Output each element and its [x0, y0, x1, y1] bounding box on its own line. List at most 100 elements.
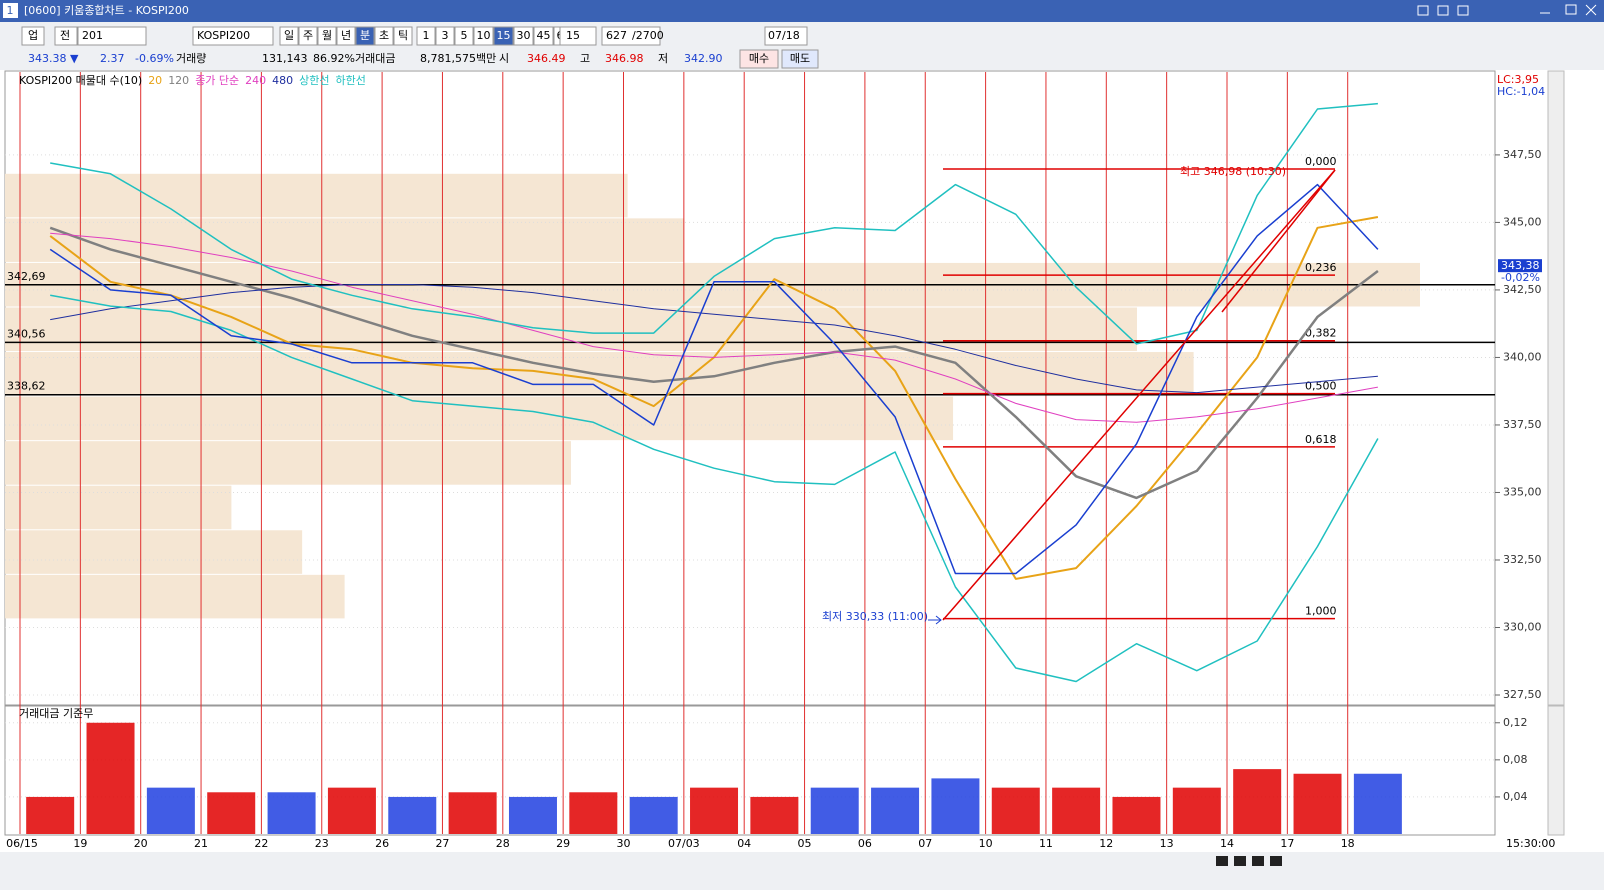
- volume-bar: [26, 796, 75, 834]
- nav-button[interactable]: [1216, 856, 1228, 866]
- volume-bar: [1112, 796, 1161, 834]
- date-box[interactable]: [764, 26, 808, 46]
- interval-label: 45: [537, 29, 551, 42]
- name-box: [192, 26, 274, 46]
- period-button[interactable]: [279, 26, 299, 46]
- scope: 전: [60, 29, 70, 42]
- info-label: 거래량: [176, 52, 206, 65]
- buy-label: 매수: [749, 52, 769, 65]
- volume-bar: [267, 792, 316, 834]
- interval-button[interactable]: [435, 26, 455, 46]
- nav-button[interactable]: [1270, 856, 1282, 866]
- period-button[interactable]: [317, 26, 337, 46]
- interval-button[interactable]: [513, 26, 534, 46]
- buy-button[interactable]: [739, 49, 779, 69]
- volume-profile-bar: [5, 574, 345, 619]
- level-label: 342,69: [7, 270, 46, 283]
- interval-label: 15: [497, 29, 511, 42]
- volume-bar: [569, 792, 618, 834]
- interval-button[interactable]: [493, 26, 514, 46]
- code-input[interactable]: [77, 26, 147, 46]
- hc-label: HC:-1,04: [1497, 85, 1545, 98]
- info-open: 346.49: [527, 52, 566, 65]
- volume-bar: [146, 787, 195, 834]
- trend-line: [1221, 169, 1336, 313]
- lc-label: LC:3,95: [1497, 73, 1539, 86]
- ma-line: [50, 232, 1378, 423]
- period-button[interactable]: [355, 26, 375, 46]
- title-bar: [0, 0, 1604, 22]
- close[interactable]: [1585, 4, 1597, 16]
- fib-label: 0,618: [1305, 433, 1337, 446]
- bottom-bar: [0, 852, 1604, 890]
- trend-lines: [942, 169, 1336, 621]
- period-button[interactable]: [374, 26, 394, 46]
- period-button[interactable]: [393, 26, 413, 46]
- volume-title: 거래대금 기준무: [19, 707, 93, 720]
- x-tick-label: 22: [254, 837, 268, 850]
- volume-bar: [991, 787, 1040, 834]
- scrollbar[interactable]: [1547, 705, 1565, 836]
- x-tick-label: 20: [134, 837, 148, 850]
- market-select[interactable]: [21, 26, 45, 46]
- x-tick-label: 06: [858, 837, 872, 850]
- annotation-arrow: [928, 615, 942, 625]
- volume-bar: [629, 796, 678, 834]
- last-change-label: -0,02%: [1501, 271, 1540, 284]
- x-tick-label: 21: [194, 837, 208, 850]
- legend-entry: KOSPI200 매물대 수(10): [19, 74, 142, 87]
- info-label: 거래대금: [355, 52, 395, 65]
- interval-button[interactable]: [533, 26, 554, 46]
- last-price-tag: [1498, 259, 1542, 273]
- info-volume-ratio: 86.92%: [313, 52, 355, 65]
- ma-line: [50, 294, 1379, 683]
- period-button[interactable]: [336, 26, 356, 46]
- count-box[interactable]: [601, 26, 661, 46]
- control[interactable]: [1457, 5, 1469, 16]
- legend-entry: 상한선: [299, 74, 329, 87]
- x-tick-label: 29: [556, 837, 570, 850]
- volume-bar: [1233, 769, 1282, 834]
- info-label: 시: [499, 52, 509, 65]
- x-tick-label: 26: [375, 837, 389, 850]
- period-label: 틱: [398, 29, 408, 42]
- interval-select[interactable]: [559, 26, 597, 46]
- scope-select[interactable]: [54, 26, 78, 46]
- interval-button[interactable]: [454, 26, 474, 46]
- x-tick-label: 04: [737, 837, 751, 850]
- nav-button[interactable]: [1252, 856, 1264, 866]
- x-tick-label: 07: [918, 837, 932, 850]
- interval-button[interactable]: [416, 26, 436, 46]
- y-tick-label: 337,50: [1503, 418, 1542, 431]
- interval-button[interactable]: [473, 26, 494, 46]
- interval-label: 3: [442, 29, 449, 42]
- volume-bar: [1293, 773, 1342, 834]
- period-button[interactable]: [298, 26, 318, 46]
- info-label: 고: [580, 52, 590, 65]
- volume-profile-bar: [5, 173, 628, 218]
- info-low: 342.90: [684, 52, 723, 65]
- market: 업: [28, 29, 38, 42]
- info-change: 2.37: [100, 52, 125, 65]
- scrollbar[interactable]: [1547, 70, 1565, 706]
- control[interactable]: [1417, 5, 1429, 16]
- sell-label: 매도: [790, 52, 810, 65]
- legend-entry: 480: [272, 74, 293, 87]
- volume-bar: [871, 787, 920, 834]
- nav-button[interactable]: [1234, 856, 1246, 866]
- maximize[interactable]: [1565, 4, 1577, 15]
- volume-profile-bar: [5, 218, 685, 262]
- volume-bar: [1172, 787, 1221, 834]
- y-tick-label: 332,50: [1503, 553, 1542, 566]
- fib-label: 1,000: [1305, 605, 1337, 618]
- window-icon: [3, 3, 18, 18]
- ma-line: [49, 226, 1379, 500]
- y-tick-label: 347,50: [1503, 148, 1542, 161]
- info-price: 343.38 ▼: [28, 52, 79, 65]
- last-price-label: 343,38: [1501, 259, 1540, 272]
- date: 07/18: [768, 29, 800, 42]
- sell-button[interactable]: [781, 49, 819, 69]
- y-tick-label: 330,00: [1503, 620, 1542, 633]
- control[interactable]: [1437, 5, 1449, 16]
